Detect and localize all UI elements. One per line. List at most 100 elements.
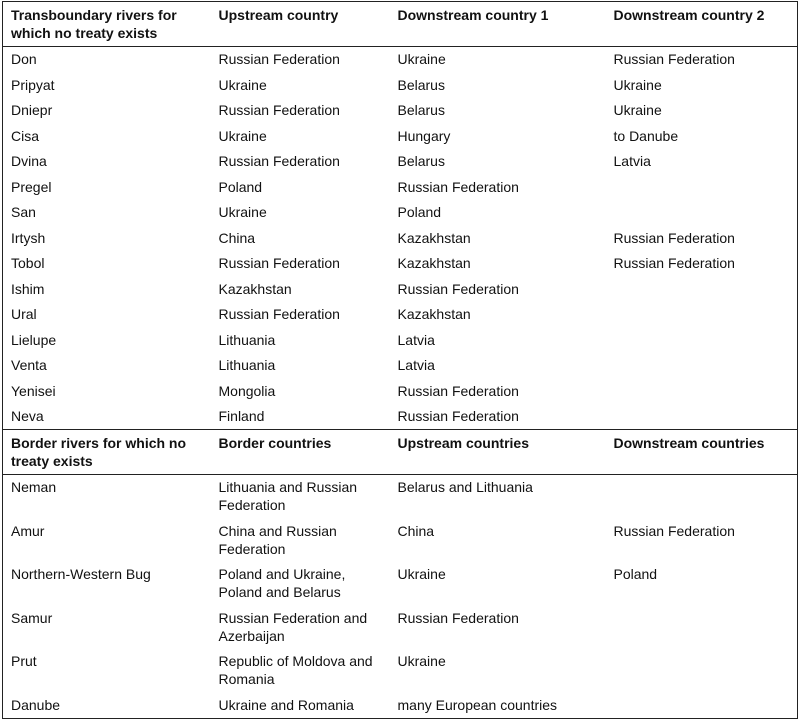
cell: Ukraine — [218, 204, 267, 220]
cell: Poland — [613, 566, 658, 582]
table-row: Pripyat Ukraine Belarus Ukraine — [3, 72, 798, 98]
cell: Dniepr — [11, 102, 53, 118]
table-row: Danube Ukraine and Romania many European c… — [3, 692, 798, 718]
table-row: Ural Russian Federation Kazakhstan — [3, 302, 798, 328]
header-row: Transboundary rivers for which no treaty… — [2, 1, 798, 46]
table-row: Cisa Ukraine Hungary to Danube — [3, 123, 798, 149]
cell: Ukraine — [397, 566, 446, 582]
cell: Latvia — [397, 331, 435, 348]
cell: Kazakhstan — [397, 229, 471, 246]
cell: to Danube — [613, 127, 679, 144]
cell — [606, 174, 798, 200]
cell: Northern-Western Bug — [11, 566, 151, 582]
cell — [606, 474, 798, 518]
cell: Lithuania — [218, 357, 276, 373]
cell: Samur — [11, 609, 53, 626]
cell: Russian Federation — [613, 522, 735, 539]
table-row: Don Russian Federation Ukraine Russian Fede… — [3, 46, 798, 72]
header-cell: Downstream country 1 — [397, 6, 549, 23]
table-row: Neman Lithuania and Russian Federation Bel… — [3, 474, 798, 518]
table-row: Irtysh China Kazakhstan Russian Federation — [3, 225, 798, 251]
cell: Neva — [11, 408, 44, 424]
cell: Ural — [11, 306, 37, 322]
cell: Russian Federation — [218, 51, 340, 67]
cell: Venta — [11, 357, 47, 373]
cell: Russian Federation — [397, 178, 519, 195]
table-row: San Ukraine Poland — [3, 200, 798, 226]
cell: Russian Federation and Azerbaijan — [218, 609, 368, 644]
table-row: Samur Russian Federation and Azerbaijan Ru… — [3, 605, 798, 649]
table-row: Pregel Poland Russian Federation — [3, 174, 798, 200]
cell: Ukraine — [613, 102, 662, 118]
cell: Russian Federation — [397, 408, 519, 424]
cell: Hungary — [397, 127, 451, 144]
table-row: Amur China and Russian Federation China Rus… — [3, 518, 798, 562]
header-cell: Border countries — [218, 434, 332, 451]
header-cell: Upstream countries — [397, 434, 529, 451]
cell: China — [397, 522, 435, 539]
cell: Russian Federation — [218, 255, 340, 271]
cell: Mongolia — [218, 382, 276, 399]
cell: China and Russian Federation — [218, 522, 337, 557]
cell: Belarus — [397, 76, 445, 93]
table-row: Dniepr Russian Federation Belarus Ukraine — [3, 98, 798, 124]
cell: China — [218, 229, 256, 246]
cell: Latvia — [397, 357, 435, 373]
cell: Republic of Moldova and Romania — [218, 653, 373, 687]
table-row: Lielupe Lithuania Latvia — [3, 327, 798, 353]
cell — [606, 404, 798, 430]
cell: Russian Federation — [218, 306, 340, 322]
cell — [606, 276, 798, 302]
cell: Ukraine — [218, 127, 267, 144]
cell — [606, 605, 798, 649]
table-row: Ishim Kazakhstan Russian Federation — [3, 276, 798, 302]
cell: Russian Federation — [613, 255, 735, 271]
cell: Ukraine — [218, 76, 267, 93]
cell: Ukraine — [613, 76, 662, 93]
header-cell: Downstream countries — [613, 434, 765, 451]
header-cell: Transboundary rivers for which no treaty… — [11, 6, 177, 41]
cell: Belarus — [397, 153, 445, 169]
cell: San — [11, 204, 36, 220]
header-cell: Upstream country — [218, 6, 339, 23]
cell: Lithuania and Russian Federation — [218, 479, 358, 513]
cell: Russian Federation — [613, 229, 735, 246]
cell: Lielupe — [11, 331, 57, 348]
cell: Ishim — [11, 280, 45, 297]
cell: Neman — [11, 479, 57, 495]
cell: Poland — [397, 204, 442, 220]
cell: Russian Federation — [218, 102, 340, 118]
cell: Kazakhstan — [218, 280, 292, 297]
cell: Prut — [11, 653, 37, 669]
table-row: Venta Lithuania Latvia — [3, 353, 798, 379]
cell: Finland — [218, 408, 265, 424]
cell — [606, 327, 798, 353]
cell: Russian Federation — [218, 153, 340, 169]
cell: Pripyat — [11, 76, 55, 93]
cell: Pregel — [11, 178, 52, 195]
cell: Russian Federation — [613, 51, 735, 67]
header-cell: Downstream country 2 — [613, 6, 765, 23]
cell: many European countries — [397, 696, 558, 713]
cell: Kazakhstan — [397, 255, 471, 271]
cell: Belarus and Lithuania — [397, 479, 533, 495]
cell: Russian Federation — [397, 609, 519, 626]
cell: Dvina — [11, 153, 47, 169]
cell: Belarus — [397, 102, 445, 118]
cell: Poland — [218, 178, 263, 195]
cell: Ukraine — [397, 51, 446, 67]
cell — [606, 200, 798, 226]
table-row: Yenisei Mongolia Russian Federation — [3, 378, 798, 404]
cell: Russian Federation — [397, 280, 519, 297]
header-cell: Border rivers for which no treaty exists — [11, 434, 187, 469]
header-row: Border rivers for which no treaty exists… — [2, 429, 798, 474]
cell: Amur — [11, 522, 45, 539]
table-row: Dvina Russian Federation Belarus Latvia — [3, 149, 798, 175]
cell: Latvia — [613, 153, 651, 169]
cell: Tobol — [11, 255, 45, 271]
cell: Cisa — [11, 127, 40, 144]
cell: Irtysh — [11, 229, 46, 246]
cell — [606, 692, 798, 718]
